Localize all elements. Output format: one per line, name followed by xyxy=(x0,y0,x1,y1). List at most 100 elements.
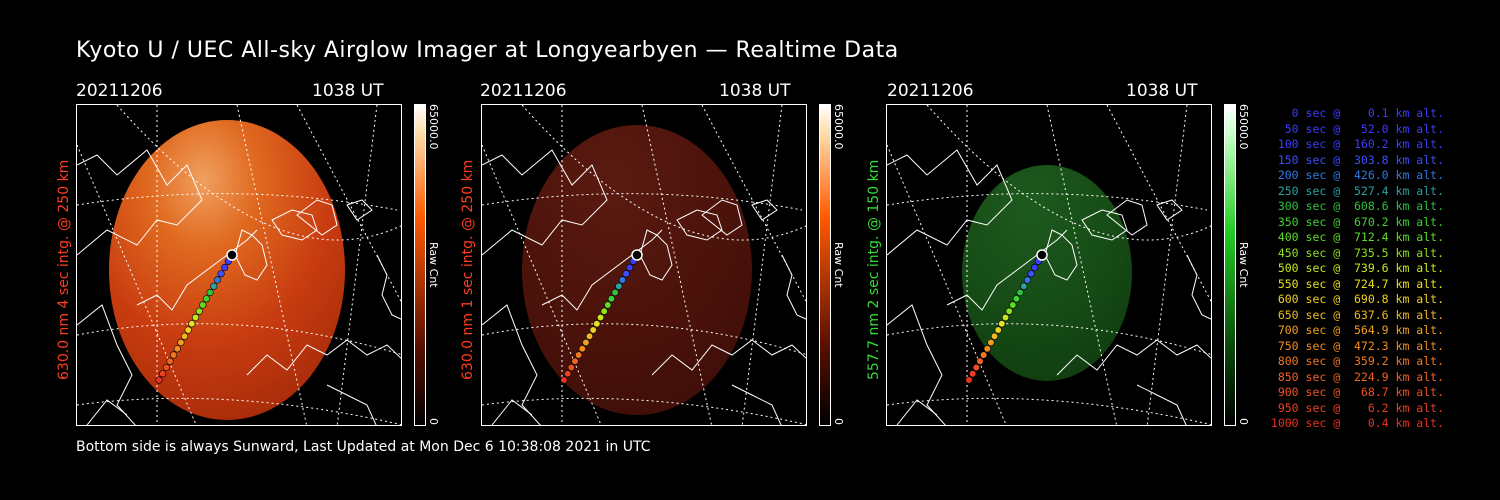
trajectory-point xyxy=(169,351,178,359)
grid-line xyxy=(482,144,602,425)
coastline xyxy=(1136,384,1187,425)
trajectory-point xyxy=(615,282,623,290)
trajectory-point xyxy=(1012,295,1020,303)
coastline xyxy=(946,229,1068,311)
coastline xyxy=(1056,339,1211,376)
coastline xyxy=(77,304,136,425)
trajectory-point xyxy=(1020,282,1028,290)
panel-3-colorbar xyxy=(1224,104,1236,426)
panel-3-time: 1038 UT xyxy=(1126,81,1198,101)
legend-row: 850 sec @ 224.9 km alt. xyxy=(1270,369,1444,384)
panel-3-date: 20211206 xyxy=(887,81,974,101)
grid-line xyxy=(887,144,1007,425)
trajectory-point xyxy=(1001,313,1010,322)
coastline xyxy=(86,399,128,425)
trajectory-point xyxy=(585,332,594,340)
panel-1-date: 20211206 xyxy=(76,81,163,101)
trajectory-point xyxy=(574,351,583,359)
grid-line xyxy=(77,193,398,211)
legend-row: 150 sec @ 303.8 km alt. xyxy=(1270,152,1444,167)
trajectory-point xyxy=(155,376,163,384)
footer-note: Bottom side is always Sunward, Last Upda… xyxy=(76,439,651,455)
coastline xyxy=(651,339,806,376)
trajectory-point xyxy=(162,363,170,372)
coastline xyxy=(77,149,203,256)
legend-row: 950 sec @ 6.2 km alt. xyxy=(1270,400,1444,415)
trajectory-point xyxy=(976,357,984,365)
trajectory-point xyxy=(1016,288,1024,297)
panel-svg xyxy=(77,105,401,425)
coastline xyxy=(1156,199,1183,221)
grid-line xyxy=(482,397,806,425)
trajectory-point xyxy=(213,276,221,284)
trajectory-point xyxy=(159,370,167,378)
trajectory-point xyxy=(578,345,586,353)
trajectory-point xyxy=(994,326,1002,334)
legend-row: 550 sec @ 724.7 km alt. xyxy=(1270,276,1444,291)
coastline xyxy=(491,399,533,425)
coastline xyxy=(887,304,946,425)
panel-2-time: 1038 UT xyxy=(719,81,791,101)
trajectory-point xyxy=(1009,301,1017,309)
legend-row: 500 sec @ 739.6 km alt. xyxy=(1270,261,1444,275)
launch-site-marker xyxy=(226,249,238,261)
legend-row: 100 sec @ 160.2 km alt. xyxy=(1270,137,1444,151)
panel-2-colorbar-max: 65000.0 xyxy=(832,104,845,150)
panel-2-colorbar xyxy=(819,104,831,426)
panel-3-colorbar-max: 65000.0 xyxy=(1237,104,1250,150)
trajectory-point xyxy=(184,326,192,334)
trajectory-point xyxy=(622,270,630,278)
trajectory-point xyxy=(217,270,225,278)
trajectory-point xyxy=(1023,276,1031,284)
coastline xyxy=(482,304,541,425)
trajectory-point xyxy=(589,326,597,334)
panel-3-ylabel: 557.7 nm 2 sec intg. @ 150 km xyxy=(866,159,882,380)
panel-svg xyxy=(887,105,1211,425)
coastline xyxy=(1081,209,1128,241)
trajectory-point xyxy=(618,276,626,284)
coastline xyxy=(376,254,401,320)
trajectory-point xyxy=(593,320,601,328)
legend-row: 300 sec @ 608.6 km alt. xyxy=(1270,199,1444,213)
coastline xyxy=(751,199,778,221)
grid-line xyxy=(336,105,378,425)
trajectory-point xyxy=(987,338,995,347)
panel-1-ylabel: 630.0 nm 4 sec intg. @ 250 km xyxy=(56,159,72,380)
panel-1-image xyxy=(76,104,402,426)
legend-row: 750 sec @ 472.3 km alt. xyxy=(1270,338,1444,353)
coastline xyxy=(676,209,723,241)
page-title: Kyoto U / UEC All-sky Airglow Imager at … xyxy=(76,38,899,63)
legend-row: 700 sec @ 564.9 km alt. xyxy=(1270,323,1444,337)
grid-line xyxy=(887,193,1208,211)
trajectory-point xyxy=(990,332,999,340)
panel-3-colorbar-min: 0 xyxy=(1237,418,1250,425)
coastline xyxy=(896,399,938,425)
trajectory-point xyxy=(166,357,174,365)
grid-line xyxy=(1146,105,1188,425)
trajectory-point xyxy=(571,357,579,365)
coastline xyxy=(326,384,377,425)
trajectory-point xyxy=(1005,307,1013,315)
panel-1-colorbar-min: 0 xyxy=(427,418,440,425)
legend-row: 50 sec @ 52.0 km alt. xyxy=(1270,121,1444,136)
grid-line xyxy=(77,144,197,425)
trajectory-point xyxy=(560,376,568,384)
trajectory-point xyxy=(979,351,988,359)
coastline xyxy=(781,254,806,320)
trajectory-point xyxy=(195,307,203,315)
trajectory-point xyxy=(969,370,977,378)
legend-row: 0 sec @ 0.1 km alt. xyxy=(1270,106,1444,120)
coastline xyxy=(246,339,401,376)
trajectory-point xyxy=(173,345,181,353)
trajectory-point xyxy=(983,345,991,353)
legend-row: 250 sec @ 527.4 km alt. xyxy=(1270,183,1444,198)
panel-1-colorbar-max: 65000.0 xyxy=(427,104,440,150)
legend-row: 800 sec @ 359.2 km alt. xyxy=(1270,354,1444,368)
panel-2-date: 20211206 xyxy=(480,81,567,101)
legend-row: 650 sec @ 637.6 km alt. xyxy=(1270,307,1444,322)
panel-2-colorbar-min: 0 xyxy=(832,418,845,425)
grid-line xyxy=(482,193,803,211)
coastline xyxy=(296,199,338,236)
panel-1-colorbar-unit: Raw Cnt xyxy=(427,242,440,288)
coastline xyxy=(731,384,782,425)
